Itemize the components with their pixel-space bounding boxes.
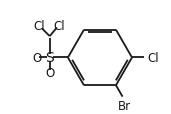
Text: S: S bbox=[45, 51, 54, 65]
Text: Cl: Cl bbox=[34, 20, 45, 33]
Text: Br: Br bbox=[118, 100, 131, 112]
Text: Cl: Cl bbox=[53, 19, 65, 32]
Text: O: O bbox=[45, 66, 54, 79]
Text: O: O bbox=[32, 52, 41, 64]
Text: Cl: Cl bbox=[148, 52, 159, 64]
